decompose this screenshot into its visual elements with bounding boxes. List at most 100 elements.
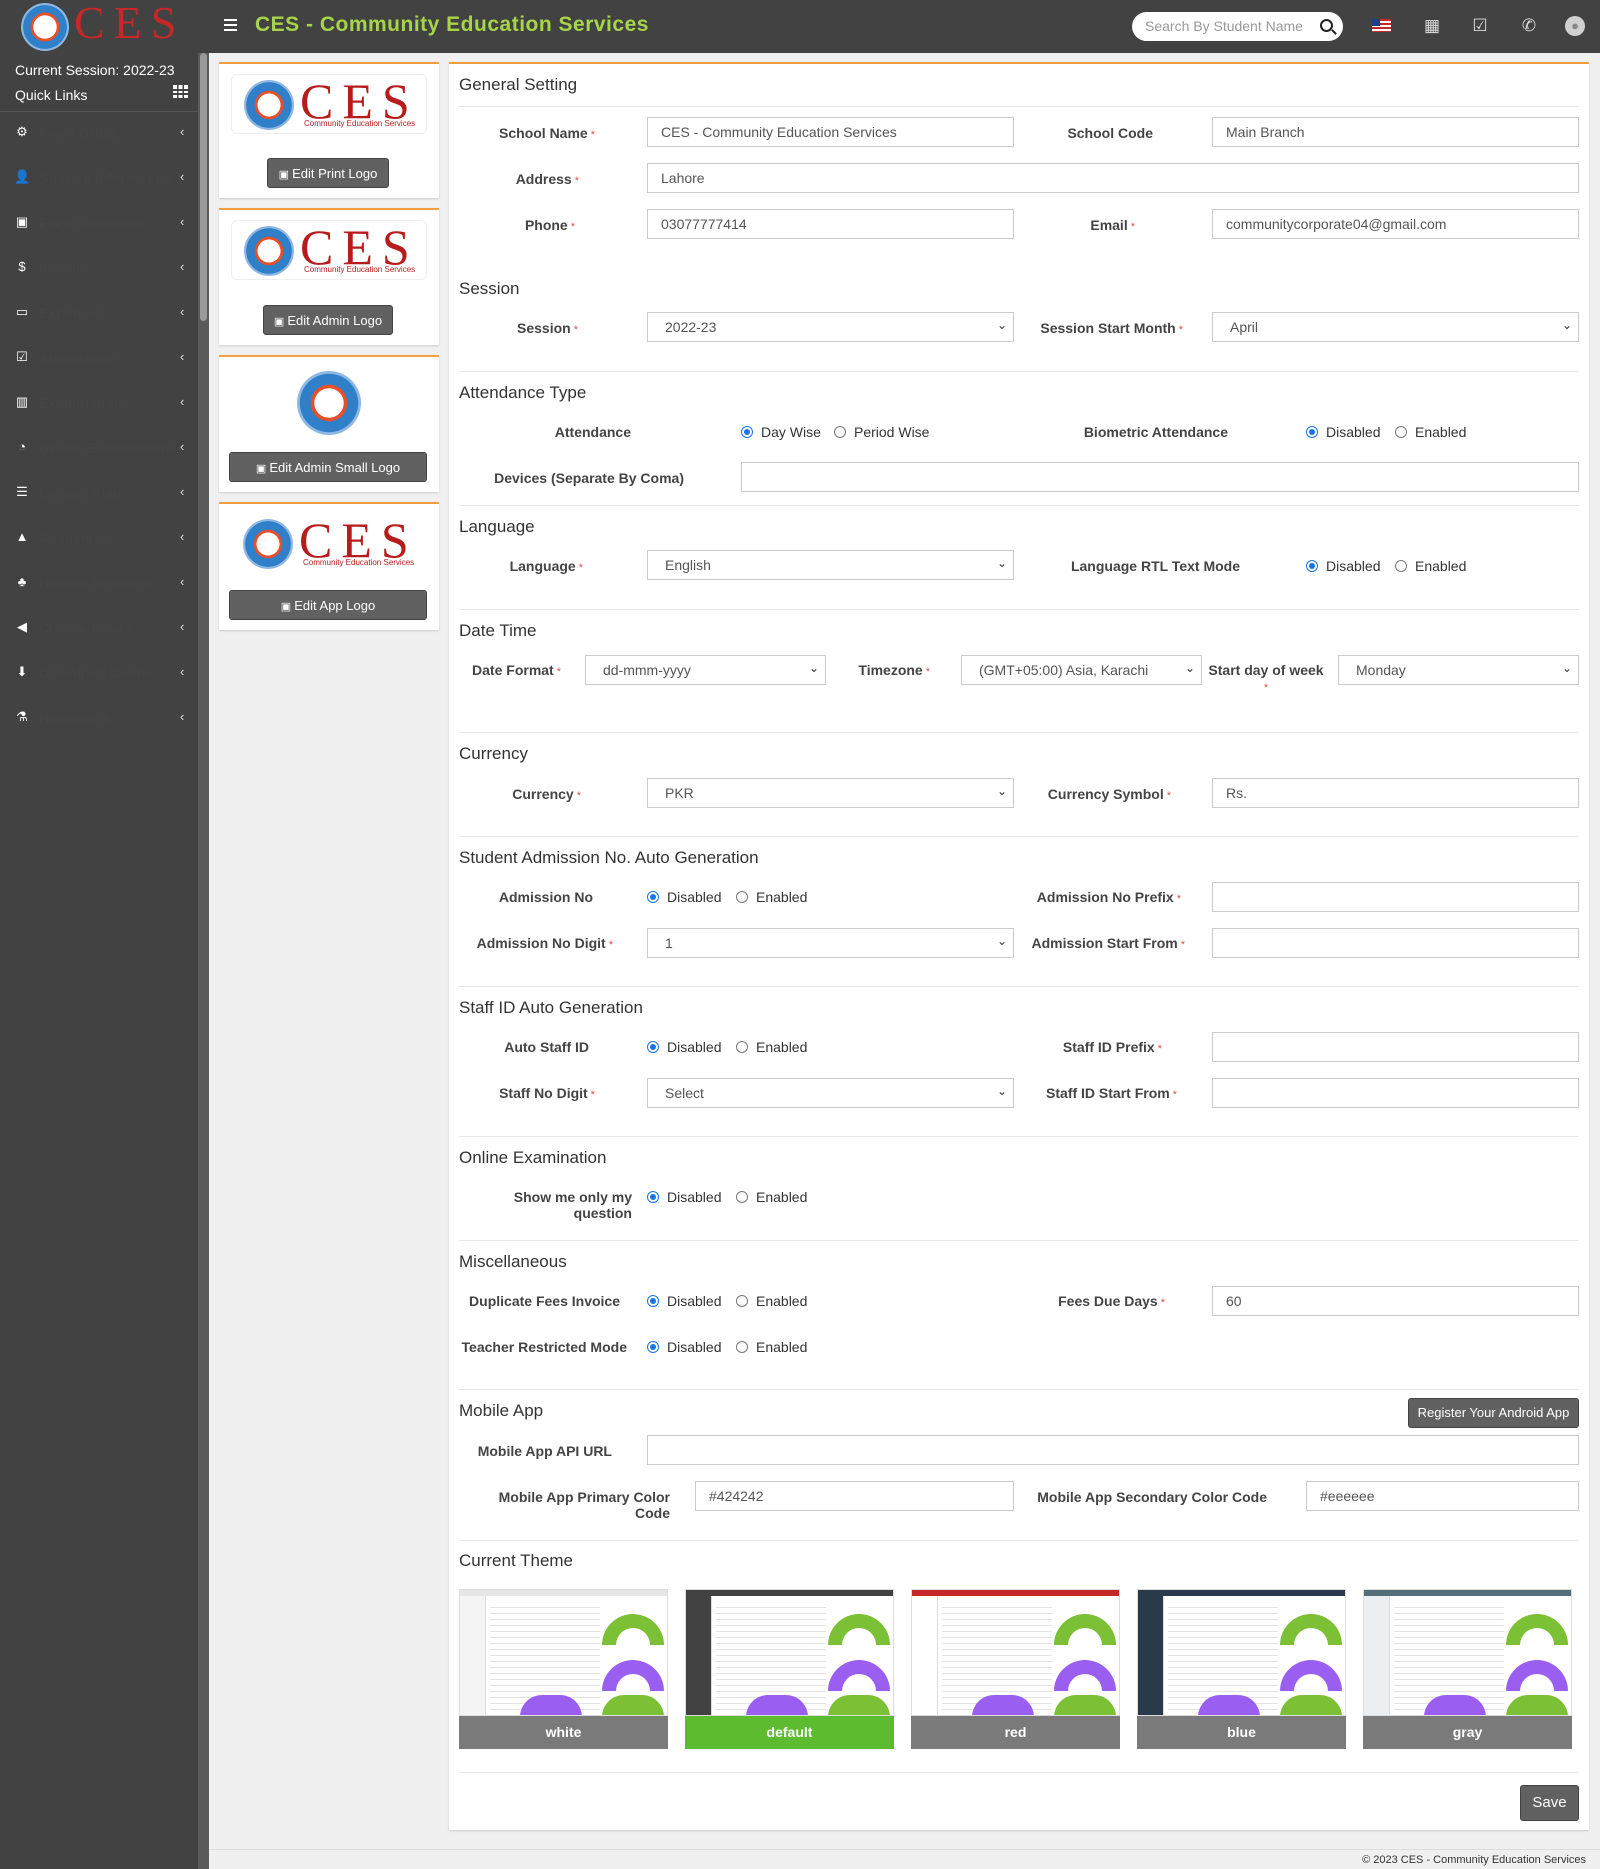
show-only-my-question-label: Show me only my question	[513, 1189, 632, 1221]
radio-checked-icon	[647, 1295, 659, 1307]
sidebar-item-lesson-plan[interactable]: ☰ Lesson Plan ‹	[0, 471, 198, 516]
user-avatar-icon[interactable]: ●	[1565, 16, 1585, 36]
currency-symbol-input[interactable]	[1212, 778, 1579, 808]
calendar-icon[interactable]: ▦	[1423, 16, 1441, 35]
fees-due-days-input[interactable]	[1212, 1286, 1579, 1316]
hamburger-menu-icon[interactable]	[221, 16, 239, 36]
session-start-month-select[interactable]: April ⌄	[1212, 312, 1579, 342]
admission-digit-select[interactable]: 1 ⌄	[647, 928, 1014, 958]
print-logo-card: CES Community Education Services Edit Pr…	[219, 62, 439, 198]
staff-enabled-radio[interactable]: Enabled	[736, 1039, 807, 1055]
timezone-select[interactable]: (GMT+05:00) Asia, Karachi ⌄	[961, 655, 1202, 685]
sidebar-item-human-resource[interactable]: ♣ Human Resource ‹	[0, 561, 198, 606]
show-question-enabled-radio[interactable]: Enabled	[736, 1189, 807, 1205]
us-flag-icon[interactable]	[1372, 19, 1391, 32]
theme-option-blue[interactable]: blue	[1137, 1589, 1346, 1749]
chevron-left-icon: ‹	[180, 529, 185, 544]
radio-unchecked-icon	[1395, 426, 1407, 438]
session-start-month-label: Session Start Month *	[1040, 320, 1183, 336]
sidebar-item-front-office[interactable]: ⚙ Front Office ‹	[0, 111, 198, 156]
theme-option-red[interactable]: red	[911, 1589, 1120, 1749]
admission-enabled-radio[interactable]: Enabled	[736, 889, 807, 905]
session-section-title: Session	[459, 279, 520, 298]
staff-disabled-radio[interactable]: Disabled	[647, 1039, 721, 1055]
primary-color-input[interactable]	[695, 1481, 1014, 1511]
rtl-enabled-radio[interactable]: Enabled	[1395, 558, 1466, 574]
sidebar-item-income[interactable]: $ Income ‹	[0, 246, 198, 291]
sidebar-item-homework[interactable]: ⚗ Homework ‹	[0, 696, 198, 741]
address-input[interactable]	[647, 163, 1579, 193]
admin-small-logo-card: Edit Admin Small Logo	[219, 355, 439, 492]
sidebar-scrollbar[interactable]	[198, 53, 209, 1869]
quick-links-grid-icon[interactable]	[173, 85, 188, 98]
admission-start-from-input[interactable]	[1212, 928, 1579, 958]
edit-admin-small-logo-button[interactable]: Edit Admin Small Logo	[229, 452, 427, 482]
logo-subtitle: Community Education Services	[304, 265, 416, 274]
staff-id-prefix-input[interactable]	[1212, 1032, 1579, 1062]
session-select[interactable]: 2022-23 ⌄	[647, 312, 1014, 342]
edit-app-logo-button[interactable]: Edit App Logo	[229, 590, 427, 620]
teacher-mode-disabled-radio[interactable]: Disabled	[647, 1339, 721, 1355]
divider	[459, 106, 1579, 107]
start-day-select[interactable]: Monday ⌄	[1338, 655, 1579, 685]
edit-admin-logo-button[interactable]: Edit Admin Logo	[263, 305, 393, 335]
devices-input[interactable]	[741, 462, 1579, 492]
admission-disabled-radio[interactable]: Disabled	[647, 889, 721, 905]
rtl-disabled-radio[interactable]: Disabled	[1306, 558, 1380, 574]
currency-section-title: Currency	[459, 744, 528, 763]
staff-no-digit-select[interactable]: Select ⌄	[647, 1078, 1014, 1108]
language-select[interactable]: English ⌄	[647, 550, 1014, 580]
divider	[459, 1136, 1579, 1137]
chevron-left-icon: ‹	[180, 484, 185, 499]
email-input[interactable]	[1212, 209, 1579, 239]
radio-unchecked-icon	[736, 1341, 748, 1353]
search-input[interactable]	[1145, 18, 1305, 34]
current-session[interactable]: Current Session: 2022-23	[15, 62, 175, 78]
staff-id-start-from-input[interactable]	[1212, 1078, 1579, 1108]
register-android-app-button[interactable]: Register Your Android App	[1408, 1398, 1579, 1428]
show-question-disabled-radio[interactable]: Disabled	[647, 1189, 721, 1205]
duplicate-invoice-disabled-radio[interactable]: Disabled	[647, 1293, 721, 1309]
sidebar-item-attendance[interactable]: ☑ Attendance ‹	[0, 336, 198, 381]
day-wise-radio[interactable]: Day Wise	[741, 424, 821, 440]
chevron-left-icon: ‹	[180, 394, 185, 409]
admission-prefix-input[interactable]	[1212, 882, 1579, 912]
sidebar-item-academics[interactable]: ▲ Academics ‹	[0, 516, 198, 561]
brand-logo[interactable]: CES	[0, 0, 209, 53]
radio-checked-icon	[647, 1041, 659, 1053]
sidebar-item-online-examinations[interactable]: ◔ Online Examinations ‹	[0, 426, 198, 471]
search-icon[interactable]	[1320, 19, 1333, 32]
teacher-mode-enabled-radio[interactable]: Enabled	[736, 1339, 807, 1355]
task-check-icon[interactable]: ☑	[1472, 16, 1488, 35]
save-button[interactable]: Save	[1520, 1785, 1579, 1821]
fees-due-days-label: Fees Due Days *	[1058, 1293, 1165, 1309]
biometric-disabled-radio[interactable]: Disabled	[1306, 424, 1380, 440]
theme-option-default[interactable]: default	[685, 1589, 894, 1749]
duplicate-invoice-enabled-radio[interactable]: Enabled	[736, 1293, 807, 1309]
phone-input[interactable]	[647, 209, 1014, 239]
theme-option-white[interactable]: white	[459, 1589, 668, 1749]
auto-staff-id-label: Auto Staff ID	[504, 1039, 589, 1055]
secondary-color-input[interactable]	[1306, 1481, 1579, 1511]
sidebar-item-student-information[interactable]: 👤 Student Information ‹	[0, 156, 198, 201]
sidebar-item-fees-collection[interactable]: ▣ Fees Collection ‹	[0, 201, 198, 246]
search-box[interactable]	[1132, 12, 1343, 41]
theme-option-gray[interactable]: gray	[1363, 1589, 1572, 1749]
whatsapp-icon[interactable]: ✆	[1521, 16, 1537, 35]
sidebar-item-communicate[interactable]: ◀ Communicate ‹	[0, 606, 198, 651]
admin-logo-card: CES Community Education Services Edit Ad…	[219, 208, 439, 345]
date-format-select[interactable]: dd-mmm-yyyy ⌄	[585, 655, 826, 685]
chevron-left-icon: ‹	[180, 124, 185, 139]
sidebar-item-expenses[interactable]: ▭ Expenses ‹	[0, 291, 198, 336]
front-office-icon: ⚙	[16, 124, 28, 139]
edit-print-logo-button[interactable]: Edit Print Logo	[267, 158, 389, 188]
school-code-input[interactable]	[1212, 117, 1579, 147]
sidebar-item-examinations[interactable]: ▥ Examinations ‹	[0, 381, 198, 426]
period-wise-radio[interactable]: Period Wise	[834, 424, 929, 440]
divider	[459, 1540, 1579, 1541]
school-name-input[interactable]	[647, 117, 1014, 147]
biometric-enabled-radio[interactable]: Enabled	[1395, 424, 1466, 440]
currency-select[interactable]: PKR ⌄	[647, 778, 1014, 808]
mobile-app-api-url-input[interactable]	[647, 1435, 1579, 1465]
sidebar-item-download-center[interactable]: ⬇ Download Center ‹	[0, 651, 198, 696]
